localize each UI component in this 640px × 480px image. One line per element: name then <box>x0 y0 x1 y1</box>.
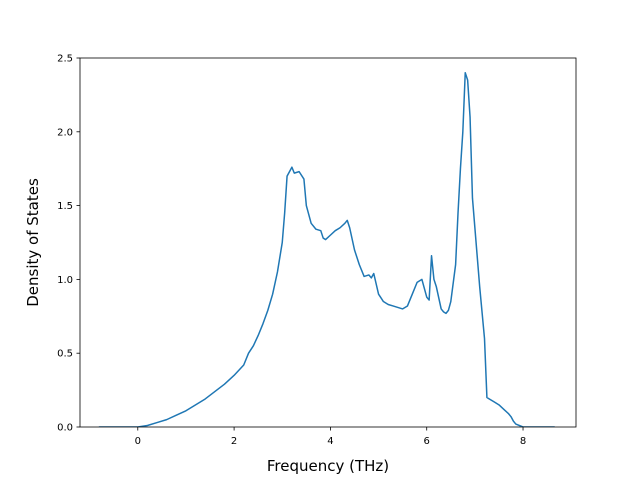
x-axis-label: Frequency (THz) <box>267 457 389 475</box>
axes-frame <box>79 57 577 428</box>
x-tick-label: 2 <box>231 436 237 447</box>
y-tick-label: 0.0 <box>57 423 73 434</box>
x-tick-label: 0 <box>135 436 141 447</box>
y-tick-label: 2.5 <box>57 54 73 65</box>
y-tick-label: 0.5 <box>57 349 73 360</box>
y-tick-label: 1.0 <box>57 275 73 286</box>
y-axis-label: Density of States <box>24 178 42 307</box>
dos-series-line <box>98 72 556 427</box>
y-tick-label: 1.5 <box>57 201 73 212</box>
y-axis: 0.0 0.5 1.0 1.5 2.0 2.5 <box>57 54 80 434</box>
plot-area <box>98 72 556 427</box>
y-tick-label: 2.0 <box>57 127 73 138</box>
x-axis: 0 2 4 6 8 <box>135 427 526 447</box>
x-tick-label: 4 <box>327 436 333 447</box>
x-tick-label: 6 <box>424 436 430 447</box>
x-tick-label: 8 <box>520 436 526 447</box>
